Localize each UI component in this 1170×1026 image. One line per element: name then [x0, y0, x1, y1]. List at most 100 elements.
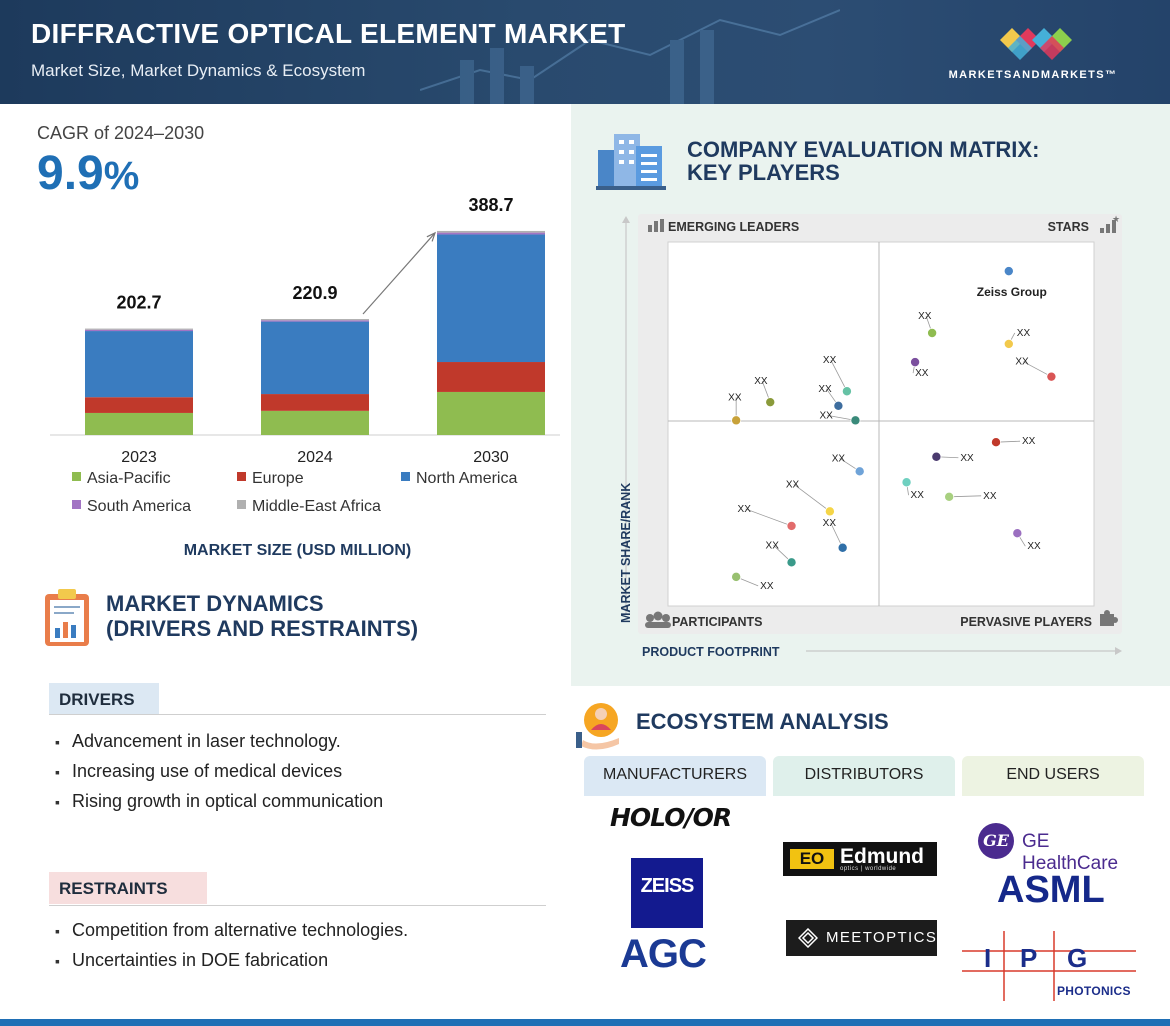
bar-segment-south-america-2024: [261, 320, 369, 322]
bar-segment-north-america-2030: [437, 234, 545, 363]
matrix-point: [944, 491, 955, 502]
ipg-g-letter: G: [1067, 943, 1087, 973]
edmund-optics-logo: EO Edmund optics | worldwide: [783, 842, 937, 876]
matrix-point-label: XX: [754, 376, 768, 387]
legend-europe: Europe: [237, 470, 304, 488]
clipboard-chart-icon: [45, 589, 89, 646]
matrix-point: [1012, 528, 1023, 539]
logo-text: MARKETSANDMARKETS™: [948, 69, 1118, 81]
legend-label: South America: [87, 498, 192, 515]
bar-segment-asia-pacific-2023: [85, 412, 193, 435]
stars-icon: ★: [1100, 214, 1120, 233]
ipg-i-letter: I: [984, 943, 991, 973]
meetoptics-diamond-icon: [798, 928, 818, 948]
evaluation-matrix-title: COMPANY EVALUATION MATRIX: KEY PLAYERS: [687, 138, 1039, 184]
zeiss-logo: ZEISS: [631, 858, 703, 928]
bar-segment-north-america-2023: [85, 331, 193, 398]
drivers-list: Advancement in laser technology. Increas…: [55, 726, 383, 816]
matrix-point: [765, 397, 776, 408]
holo-or-logo: HOLO/OR: [610, 803, 732, 832]
cagr-value: 9.9%: [37, 146, 139, 201]
matrix-point-label: XX: [818, 384, 832, 395]
matrix-point-label: XX: [1017, 328, 1031, 339]
restraint-item: Competition from alternative technologie…: [55, 915, 408, 945]
ecosystem-header-end-users: END USERS: [962, 756, 1144, 796]
restraints-list: Competition from alternative technologie…: [55, 915, 408, 975]
bar-segment-asia-pacific-2024: [261, 410, 369, 435]
market-dynamics-title: MARKET DYNAMICS (DRIVERS AND RESTRAINTS): [106, 591, 418, 641]
matrix-point-label: XX: [823, 355, 837, 366]
puzzle-icon: [1100, 610, 1118, 626]
restraint-item: Uncertainties in DOE fabrication: [55, 945, 408, 975]
market-dynamics-title-line2: (DRIVERS AND RESTRAINTS): [106, 616, 419, 641]
matrix-point: [786, 520, 797, 531]
ipg-photonics-text: PHOTONICS: [1057, 984, 1131, 998]
bar-segment-south-america-2030: [437, 232, 545, 235]
ge-healthcare-logo: GE GE HealthCare: [978, 823, 1148, 874]
driver-item: Advancement in laser technology.: [55, 726, 383, 756]
matrix-point-label: XX: [1022, 436, 1036, 447]
bar-segment-middle-east-africa-2023: [85, 328, 193, 330]
legend-label: Europe: [252, 470, 304, 487]
bar-segment-middle-east-africa-2024: [261, 319, 369, 321]
matrix-point-label: XX: [1015, 357, 1029, 368]
matrix-point-label: XX: [915, 368, 929, 379]
matrix-point-label: XX: [728, 392, 742, 403]
x-tick-label: 2024: [297, 449, 333, 466]
matrix-point: [731, 415, 742, 426]
header-decoration: [420, 9, 840, 104]
matrix-point-label: XX: [819, 410, 833, 421]
matrix-point-label: XX: [960, 453, 974, 464]
svg-text:★: ★: [1112, 214, 1120, 224]
matrix-point-label: XX: [832, 453, 846, 464]
bar-segment-middle-east-africa-2030: [437, 230, 545, 233]
matrix-point: [824, 506, 835, 517]
matrix-point-label: XX: [760, 581, 774, 592]
buildings-icon: [596, 134, 666, 190]
ge-monogram-icon: GE: [978, 823, 1014, 859]
matrix-leader-line: [745, 508, 792, 527]
market-size-bar-chart: 202.7 2023 220.9 2024 388.7 2030: [50, 195, 560, 466]
matrix-point: [786, 557, 797, 568]
growth-arrow: [362, 232, 436, 315]
y-axis-arrow-head: [622, 216, 630, 223]
x-tick-label: 2023: [121, 449, 157, 466]
chart-caption: MARKET SIZE (USD MILLION): [183, 542, 412, 559]
matrix-points: Zeiss Group XX XX XX XX XX XX XX XX XX XX XX XX XX XX X…: [728, 266, 1057, 592]
page-subtitle: Market Size, Market Dynamics & Ecosystem: [31, 61, 366, 80]
header-banner: DIFFRACTIVE OPTICAL ELEMENT MARKET Marke…: [0, 0, 1170, 104]
matrix-point: [837, 542, 848, 553]
matrix-point-label: Zeiss Group: [977, 285, 1047, 299]
legend-middle-east-africa: Middle-East Africa: [237, 498, 381, 516]
drivers-label: DRIVERS: [49, 683, 159, 715]
legend-label: Asia-Pacific: [87, 470, 171, 487]
footer-bar: [0, 1019, 1170, 1026]
divider: [49, 714, 546, 715]
matrix-leader-line: [830, 360, 848, 392]
legend-swatch: [401, 472, 410, 481]
company-evaluation-matrix: EMERGING LEADERS STARS ★ PARTICIPANTS PE…: [619, 214, 1122, 659]
ecosystem-header-distributors: DISTRIBUTORS: [773, 756, 955, 796]
restraints-label: RESTRAINTS: [49, 872, 207, 904]
matrix-point: [1003, 266, 1014, 277]
matrix-point: [991, 437, 1002, 448]
quadrant-emerging-leaders: EMERGING LEADERS: [668, 220, 799, 234]
divider: [49, 905, 546, 906]
bar-total-label: 388.7: [468, 195, 513, 215]
legend-swatch: [237, 472, 246, 481]
ipg-logo-graphic: I P G: [962, 931, 1136, 1001]
marketsandmarkets-logo-icon: [1000, 28, 1072, 60]
legend-north-america: North America: [401, 470, 517, 488]
matrix-point: [841, 386, 852, 397]
edmund-logo-subtext: optics | worldwide: [840, 866, 897, 872]
driver-item: Increasing use of medical devices: [55, 756, 383, 786]
matrix-leader-line: [793, 484, 831, 512]
emerging-leaders-icon: [648, 219, 664, 232]
matrix-point-label: XX: [983, 491, 997, 502]
asml-logo: ASML: [997, 869, 1105, 911]
legend-swatch: [237, 500, 246, 509]
legend-asia-pacific: Asia-Pacific: [72, 470, 171, 488]
bar-segment-north-america-2024: [261, 321, 369, 395]
matrix-point-label: XX: [918, 311, 932, 322]
matrix-point-label: XX: [786, 479, 800, 490]
